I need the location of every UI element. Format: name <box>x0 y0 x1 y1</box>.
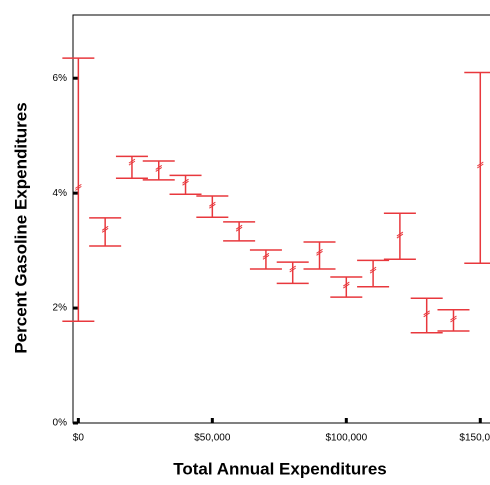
mean-marker <box>101 225 109 233</box>
y-tick-label: 2% <box>53 303 68 314</box>
x-tick-label: $150,000 <box>459 433 490 444</box>
mean-marker <box>289 265 296 273</box>
y-axis-title: Percent Gasoline Expenditures <box>11 102 30 353</box>
mean-marker <box>155 165 163 172</box>
x-axis-title: Total Annual Expenditures <box>173 459 386 478</box>
mean-marker <box>450 315 457 323</box>
x-tick-label: $0 <box>73 433 85 444</box>
plot-frame <box>72 14 490 424</box>
mean-marker <box>128 158 136 166</box>
y-tick-label: 4% <box>53 188 68 199</box>
mean-marker <box>396 231 404 239</box>
mean-marker <box>75 183 82 191</box>
mean-marker <box>235 224 243 232</box>
mean-marker <box>477 161 484 169</box>
mean-marker <box>343 281 350 289</box>
mean-marker <box>369 266 377 274</box>
mean-marker <box>182 178 189 186</box>
mean-marker <box>316 248 323 256</box>
y-tick-label: 6% <box>53 73 68 84</box>
x-tick-label: $50,000 <box>194 433 231 444</box>
x-tick-label: $100,000 <box>325 433 367 444</box>
mean-marker <box>423 310 430 318</box>
mean-marker <box>262 252 270 260</box>
mean-marker <box>209 201 216 209</box>
y-tick-label: 0% <box>53 418 68 429</box>
